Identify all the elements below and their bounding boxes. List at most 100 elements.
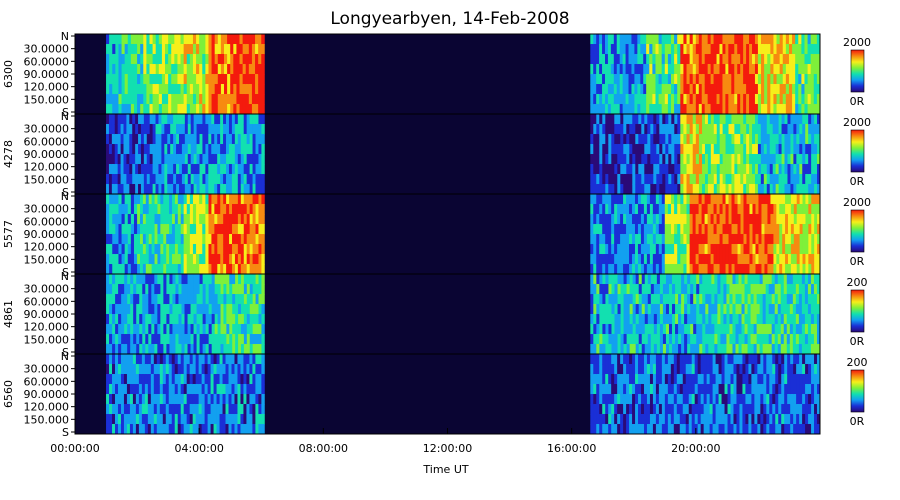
- intensity-cell: [709, 354, 713, 365]
- intensity-cell: [771, 294, 776, 305]
- intensity-cell: [725, 84, 729, 95]
- intensity-cell: [238, 304, 242, 315]
- intensity-cell: [788, 74, 793, 85]
- intensity-cell: [652, 394, 657, 405]
- intensity-cell: [124, 54, 129, 65]
- intensity-cell: [196, 104, 200, 115]
- intensity-cell: [130, 304, 134, 315]
- intensity-cell: [743, 44, 747, 55]
- intensity-cell: [799, 164, 803, 175]
- intensity-cell: [115, 334, 119, 345]
- intensity-cell: [607, 54, 612, 65]
- intensity-cell: [217, 224, 221, 235]
- intensity-cell: [222, 404, 226, 415]
- intensity-cell: [661, 234, 666, 245]
- intensity-cell: [161, 54, 166, 65]
- intensity-cell: [635, 164, 639, 175]
- intensity-cell: [707, 134, 712, 145]
- intensity-cell: [189, 44, 194, 55]
- intensity-cell: [737, 134, 741, 145]
- intensity-cell: [243, 284, 248, 295]
- intensity-cell: [632, 404, 636, 415]
- intensity-cell: [614, 394, 618, 405]
- intensity-cell: [176, 124, 180, 135]
- intensity-cell: [752, 224, 756, 235]
- intensity-cell: [632, 224, 636, 235]
- intensity-cell: [204, 424, 208, 435]
- intensity-cell: [234, 134, 239, 145]
- intensity-cell: [174, 354, 179, 365]
- y-tick-label: 150.000: [24, 333, 70, 346]
- intensity-cell: [155, 124, 159, 135]
- intensity-cell: [172, 344, 176, 355]
- intensity-cell: [778, 134, 782, 145]
- intensity-cell: [707, 174, 712, 185]
- intensity-cell: [199, 214, 203, 225]
- intensity-cell: [252, 364, 256, 375]
- intensity-cell: [115, 264, 119, 275]
- intensity-cell: [120, 144, 124, 155]
- intensity-cell: [240, 374, 244, 385]
- intensity-cell: [177, 374, 182, 385]
- intensity-cell: [211, 244, 215, 255]
- intensity-cell: [202, 284, 207, 295]
- wavelength-label: 4861: [2, 300, 15, 328]
- intensity-cell: [220, 74, 225, 85]
- intensity-cell: [596, 124, 600, 135]
- intensity-cell: [634, 94, 638, 105]
- intensity-cell: [658, 414, 663, 425]
- intensity-cell: [810, 324, 815, 335]
- intensity-cell: [716, 94, 720, 105]
- intensity-cell: [705, 314, 709, 325]
- intensity-cell: [659, 324, 664, 335]
- intensity-cell: [181, 344, 185, 355]
- intensity-cell: [610, 64, 615, 75]
- intensity-cell: [213, 404, 217, 415]
- intensity-cell: [811, 144, 815, 155]
- intensity-cell: [671, 234, 675, 245]
- intensity-cell: [111, 134, 116, 145]
- intensity-cell: [734, 104, 738, 115]
- intensity-cell: [114, 174, 119, 185]
- intensity-cell: [740, 44, 744, 55]
- intensity-cell: [635, 414, 639, 425]
- intensity-cell: [140, 104, 144, 115]
- intensity-cell: [112, 284, 116, 295]
- intensity-cell: [813, 34, 818, 45]
- intensity-cell: [814, 204, 818, 215]
- intensity-cell: [808, 214, 812, 225]
- intensity-cell: [611, 394, 615, 405]
- intensity-cell: [148, 234, 153, 245]
- intensity-cell: [261, 144, 265, 155]
- intensity-cell: [614, 124, 618, 135]
- intensity-cell: [135, 114, 139, 125]
- intensity-cell: [713, 84, 717, 95]
- intensity-cell: [641, 304, 646, 315]
- intensity-cell: [723, 284, 727, 295]
- intensity-cell: [199, 54, 203, 65]
- intensity-cell: [133, 44, 138, 55]
- intensity-cell: [652, 64, 656, 75]
- intensity-cell: [596, 114, 600, 125]
- intensity-cell: [226, 224, 230, 235]
- intensity-cell: [142, 214, 147, 225]
- intensity-cell: [732, 334, 736, 345]
- intensity-cell: [716, 204, 720, 215]
- intensity-cell: [671, 254, 675, 265]
- intensity-cell: [817, 244, 821, 255]
- intensity-cell: [605, 424, 609, 435]
- intensity-cell: [211, 74, 216, 85]
- intensity-cell: [646, 34, 650, 45]
- intensity-cell: [808, 144, 812, 155]
- intensity-cell: [686, 134, 691, 145]
- intensity-cell: [672, 324, 676, 335]
- intensity-cell: [692, 224, 697, 235]
- intensity-cell: [637, 214, 642, 225]
- intensity-cell: [158, 54, 163, 65]
- intensity-cell: [793, 184, 797, 195]
- intensity-cell: [249, 334, 254, 345]
- intensity-cell: [646, 74, 650, 85]
- intensity-cell: [770, 254, 774, 265]
- intensity-cell: [804, 94, 808, 105]
- intensity-cell: [242, 104, 247, 115]
